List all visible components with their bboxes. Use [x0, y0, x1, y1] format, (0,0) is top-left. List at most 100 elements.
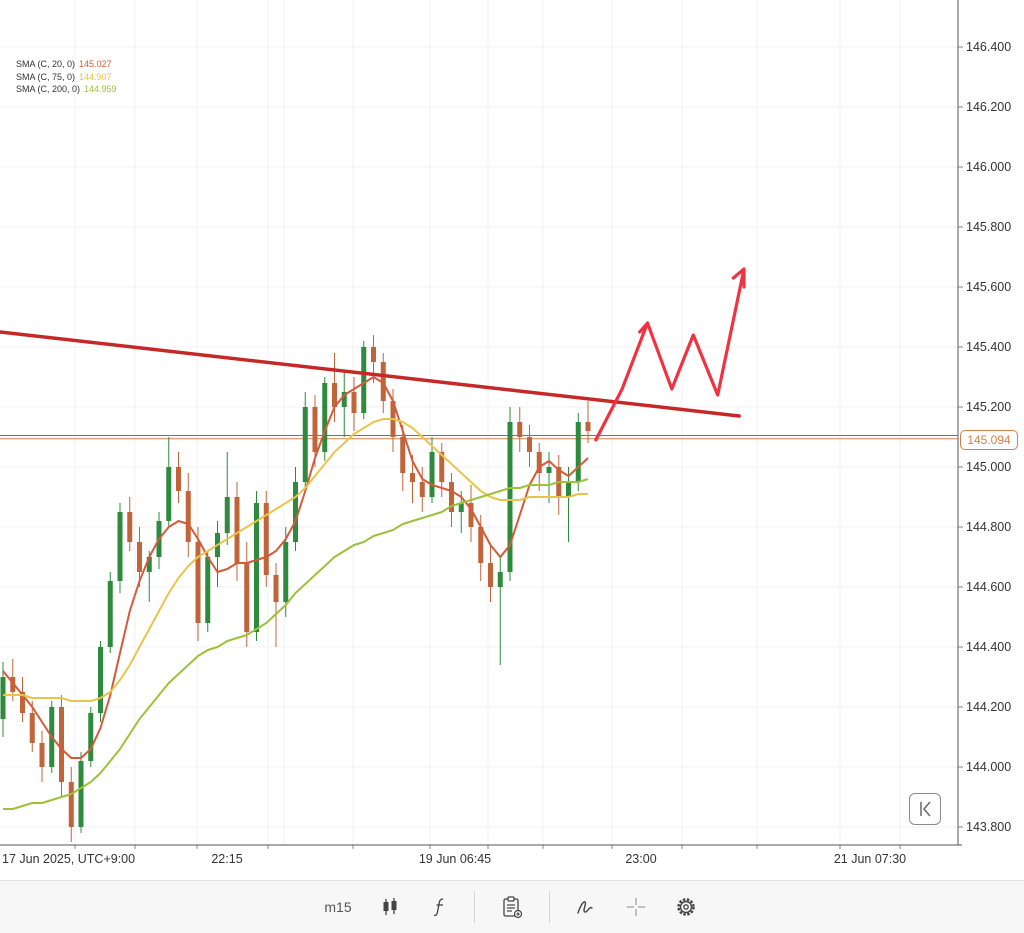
- toolbar-divider: [474, 891, 475, 923]
- y-tick-label: 145.400: [966, 340, 1011, 354]
- candle-up: [283, 542, 289, 602]
- candlestick-icon: [383, 898, 397, 915]
- candle-down: [185, 491, 191, 542]
- candle-down: [419, 482, 425, 497]
- candle-down: [273, 575, 279, 602]
- y-tick-label: 146.200: [966, 100, 1011, 114]
- price-chart[interactable]: 143.800 144.000 144.200 144.400 144.600 144.8…: [0, 0, 1024, 880]
- candle-up: [205, 557, 211, 623]
- candle-down: [332, 383, 337, 407]
- settings-button[interactable]: [672, 881, 700, 933]
- candle-up: [458, 503, 464, 512]
- candle-up: [88, 713, 94, 761]
- candle-up: [575, 422, 581, 482]
- jump-to-latest-button[interactable]: [909, 793, 941, 825]
- legend-sma-75-label: SMA (C, 75, 0): [16, 71, 76, 82]
- jump-to-latest-icon: [920, 801, 931, 817]
- candle-down: [371, 347, 376, 362]
- candle-up: [293, 482, 298, 542]
- bottom-toolbar: m15: [0, 880, 1024, 933]
- sma-line-75: [3, 418, 588, 702]
- candle-up: [507, 422, 513, 572]
- candle-down: [478, 527, 484, 563]
- candle-down: [400, 437, 406, 473]
- candle-up: [166, 467, 172, 521]
- candle-down: [536, 452, 542, 473]
- sma-line-20: [2, 376, 589, 759]
- current-price-badge: 145.094: [960, 430, 1018, 450]
- candle-up: [98, 647, 103, 713]
- candle-down: [380, 362, 386, 401]
- y-tick-label: 145.200: [966, 400, 1011, 414]
- candle-up: [0, 677, 6, 719]
- legend-sma-20-label: SMA (C, 20, 0): [16, 59, 76, 69]
- candle-down: [410, 473, 415, 482]
- crosshair-button[interactable]: [622, 881, 650, 933]
- candle-up: [361, 347, 367, 413]
- candle-down: [449, 482, 454, 512]
- candle-up: [107, 581, 113, 647]
- candle-down: [68, 782, 74, 827]
- legend-sma-200-value: 144.959: [84, 84, 117, 94]
- candle-up: [322, 383, 328, 452]
- timeframe-label: m15: [324, 899, 352, 915]
- candle-down: [59, 707, 64, 782]
- candle-up: [566, 482, 571, 497]
- clipboard-icon: [503, 896, 523, 919]
- candle-down: [488, 563, 493, 587]
- y-tick-label: 144.200: [966, 700, 1011, 714]
- candle-up: [224, 497, 230, 533]
- y-tick-label: 144.400: [966, 640, 1011, 654]
- candle-down: [127, 512, 133, 542]
- candle-down: [20, 692, 25, 713]
- candle-up: [302, 407, 308, 482]
- indicator-legend: SMA (C, 20, 0) 145.027 SMA (C, 75, 0) 144.…: [16, 58, 117, 96]
- candle-up: [546, 467, 552, 473]
- draw-icon: [577, 901, 593, 914]
- legend-sma-200: SMA (C, 200, 0) 144.959: [16, 83, 117, 96]
- candle-down: [312, 407, 318, 452]
- candle-down: [137, 542, 142, 572]
- candle-down: [517, 422, 523, 437]
- y-tick-label: 146.000: [966, 160, 1011, 174]
- legend-sma-20-value: 145.027: [79, 59, 112, 69]
- x-tick-label: 22:15: [211, 852, 242, 866]
- candle-up: [117, 512, 123, 581]
- drawing-tools-button[interactable]: [571, 881, 599, 933]
- candle-up: [146, 557, 152, 572]
- y-tick-label: 144.800: [966, 520, 1011, 534]
- y-tick-label: 143.800: [966, 820, 1011, 834]
- candle-up: [497, 572, 503, 587]
- candle-down: [195, 542, 201, 623]
- candle-up: [341, 392, 347, 407]
- candle-up: [254, 503, 259, 632]
- legend-sma-75-value: 144.907: [79, 71, 112, 82]
- function-icon: [433, 898, 444, 917]
- chart-type-button[interactable]: [376, 881, 404, 933]
- timeframe-button[interactable]: m15: [318, 881, 358, 933]
- indicators-button[interactable]: [426, 881, 454, 933]
- candle-down: [29, 713, 35, 743]
- y-tick-label: 145.000: [966, 460, 1011, 474]
- candle-down: [351, 392, 357, 413]
- candle-down: [263, 503, 269, 575]
- gear-icon: [677, 898, 695, 916]
- crosshair-icon: [627, 898, 645, 916]
- legend-sma-20: SMA (C, 20, 0) 145.027: [16, 58, 117, 71]
- legend-sma-200-label: SMA (C, 200, 0): [16, 84, 81, 94]
- candle-down: [39, 743, 45, 767]
- candle-down: [234, 497, 240, 563]
- candle-down: [468, 503, 474, 527]
- toolbar-divider: [549, 891, 550, 923]
- x-tick-label: 17 Jun 2025, UTC+9:00: [2, 852, 135, 866]
- candle-down: [439, 452, 445, 482]
- x-tick-label: 19 Jun 06:45: [419, 852, 491, 866]
- y-tick-label: 144.000: [966, 760, 1011, 774]
- chart-canvas[interactable]: 143.800 144.000 144.200 144.400 144.600 144.8…: [0, 0, 1024, 880]
- x-tick-label: 21 Jun 07:30: [834, 852, 906, 866]
- y-tick-label: 144.600: [966, 580, 1011, 594]
- notes-button[interactable]: [498, 881, 526, 933]
- x-tick-label: 23:00: [625, 852, 656, 866]
- candle-down: [527, 437, 532, 452]
- sma-line-200: [3, 478, 589, 810]
